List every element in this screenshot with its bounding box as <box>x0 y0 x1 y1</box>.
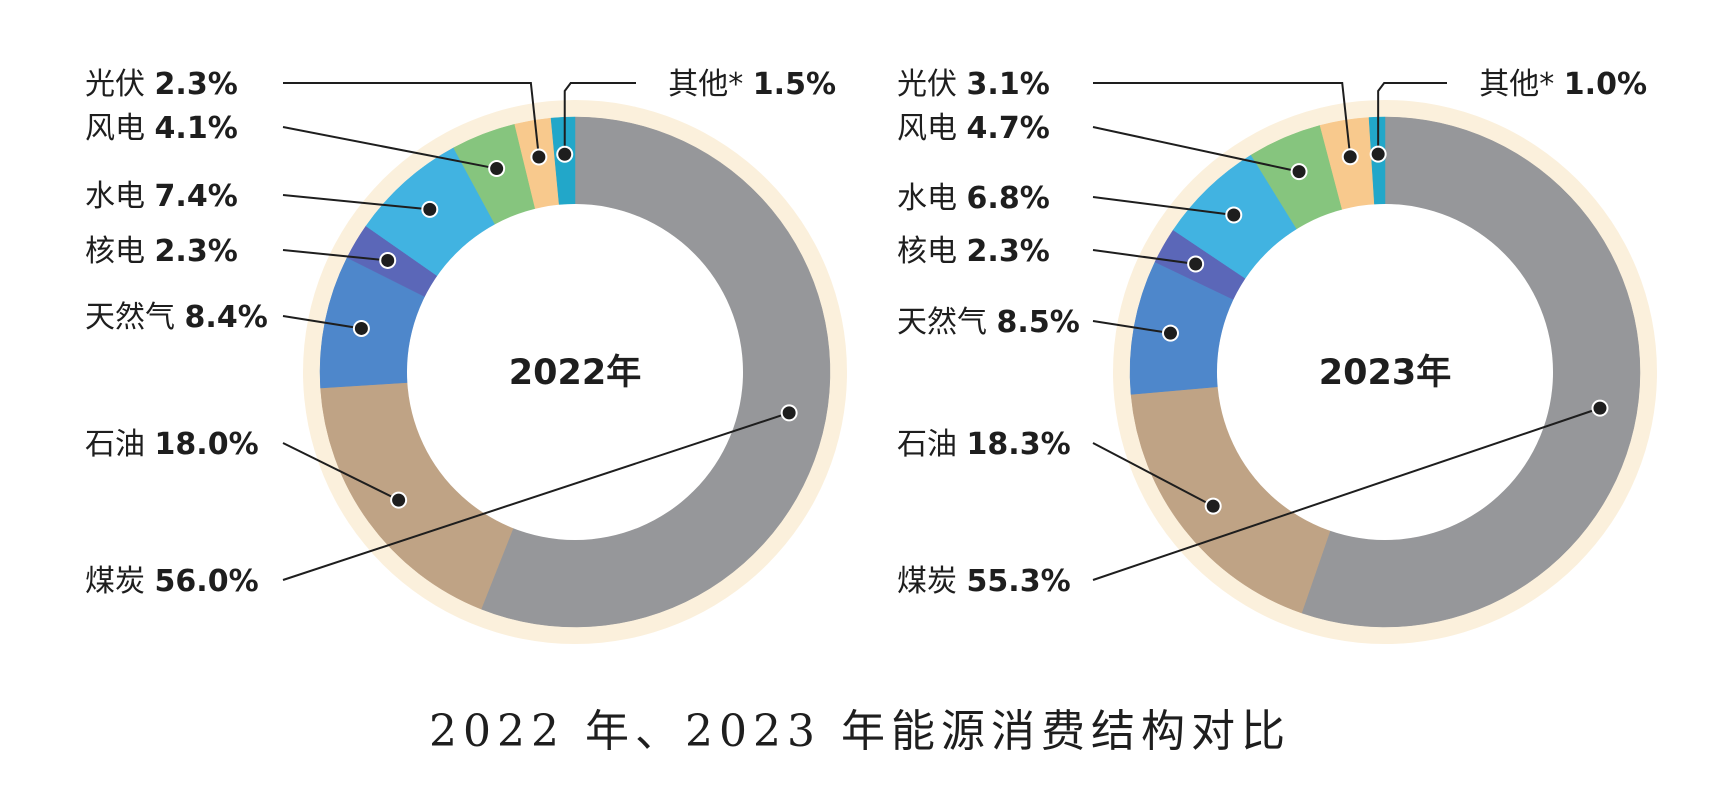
leader-dot-1 <box>392 493 406 507</box>
slice-name: 核电 <box>85 234 155 269</box>
slice-value: 18.0% <box>155 427 259 462</box>
slice-name: 天然气 <box>85 300 185 335</box>
slice-name: 石油 <box>897 427 967 462</box>
slice-label-0: 煤炭 55.3% <box>897 564 1071 599</box>
slice-name: 风电 <box>85 111 155 146</box>
leader-dot-1 <box>1206 499 1220 513</box>
center-label: 2023年 <box>1319 353 1451 393</box>
leader-line-1 <box>1092 442 1214 508</box>
slice-value: 3.1% <box>967 67 1050 102</box>
slice-value: 1.5% <box>753 67 836 102</box>
leader-dot-6 <box>532 150 546 164</box>
leader-dot-5 <box>490 162 504 176</box>
slice-value: 55.3% <box>967 564 1071 599</box>
leader-line-2 <box>1092 320 1171 335</box>
leader-dot-0 <box>1593 401 1607 415</box>
slice-label-2: 天然气 8.5% <box>897 305 1080 340</box>
slice-label-4: 水电 6.8% <box>897 181 1050 216</box>
slice-label-2: 天然气 8.4% <box>85 300 268 335</box>
slice-value: 8.4% <box>185 300 268 335</box>
slice-label-7: 其他* 1.0% <box>1479 67 1647 102</box>
slice-value: 4.7% <box>967 111 1050 146</box>
slice-name: 光伏 <box>85 67 155 102</box>
leader-dot-3 <box>1189 257 1203 271</box>
leader-line-6 <box>1093 82 1352 157</box>
leader-dot-4 <box>1227 208 1241 222</box>
slice-label-7: 其他* 1.5% <box>668 67 836 102</box>
center-label: 2022年 <box>509 353 641 393</box>
slice-name: 天然气 <box>897 305 997 340</box>
slice-value: 6.8% <box>967 181 1050 216</box>
slice-name: 水电 <box>85 179 155 214</box>
slice-label-0: 煤炭 56.0% <box>85 564 259 599</box>
slice-name: 水电 <box>897 181 967 216</box>
leader-line-7 <box>1377 82 1447 155</box>
leader-dot-7 <box>1371 147 1385 161</box>
leader-dot-2 <box>354 321 368 335</box>
leader-line-0 <box>1092 407 1601 581</box>
slice-name: 其他* <box>668 67 753 102</box>
leader-line-5 <box>282 126 497 170</box>
slice-value: 56.0% <box>155 564 259 599</box>
figure-caption: 2022 年、2023 年能源消费结构对比 <box>429 706 1291 757</box>
leader-line-5 <box>1092 126 1300 173</box>
slice-label-4: 水电 7.4% <box>85 179 238 214</box>
leader-line-4 <box>282 194 430 211</box>
slice-label-1: 石油 18.0% <box>85 427 259 462</box>
slice-label-5: 风电 4.1% <box>85 111 238 146</box>
leader-dot-2 <box>1163 326 1177 340</box>
leader-dot-3 <box>381 253 395 267</box>
slice-label-3: 核电 2.3% <box>85 234 238 269</box>
slice-value: 4.1% <box>155 111 238 146</box>
leader-dot-4 <box>423 202 437 216</box>
slice-name: 煤炭 <box>85 564 155 599</box>
slice-value: 8.5% <box>997 305 1080 340</box>
slice-label-5: 风电 4.7% <box>897 111 1050 146</box>
slice-name: 风电 <box>897 111 967 146</box>
slice-label-3: 核电 2.3% <box>897 234 1050 269</box>
leader-line-1 <box>282 442 400 502</box>
slice-name: 石油 <box>85 427 155 462</box>
leader-line-3 <box>282 249 388 262</box>
leader-line-3 <box>1092 249 1196 265</box>
slice-value: 2.3% <box>155 67 238 102</box>
leader-dot-7 <box>558 147 572 161</box>
slice-name: 核电 <box>897 234 967 269</box>
slice-value: 7.4% <box>155 179 238 214</box>
slice-value: 18.3% <box>967 427 1071 462</box>
donut-hole <box>1217 204 1553 540</box>
slice-name: 光伏 <box>897 67 967 102</box>
leader-line-2 <box>282 315 362 330</box>
slice-name: 其他* <box>1479 67 1564 102</box>
slice-label-6: 光伏 3.1% <box>897 67 1050 102</box>
leader-dot-5 <box>1292 165 1306 179</box>
slice-value: 1.0% <box>1564 67 1647 102</box>
slice-value: 2.3% <box>967 234 1050 269</box>
slice-label-6: 光伏 2.3% <box>85 67 238 102</box>
slice-value: 2.3% <box>155 234 238 269</box>
leader-line-6 <box>283 82 540 158</box>
leader-line-7 <box>563 82 636 155</box>
leader-line-4 <box>1092 196 1234 216</box>
slice-name: 煤炭 <box>897 564 967 599</box>
leader-dot-0 <box>782 406 796 420</box>
slice-label-1: 石油 18.3% <box>897 427 1071 462</box>
leader-line-0 <box>282 411 790 581</box>
leader-dot-6 <box>1343 150 1357 164</box>
